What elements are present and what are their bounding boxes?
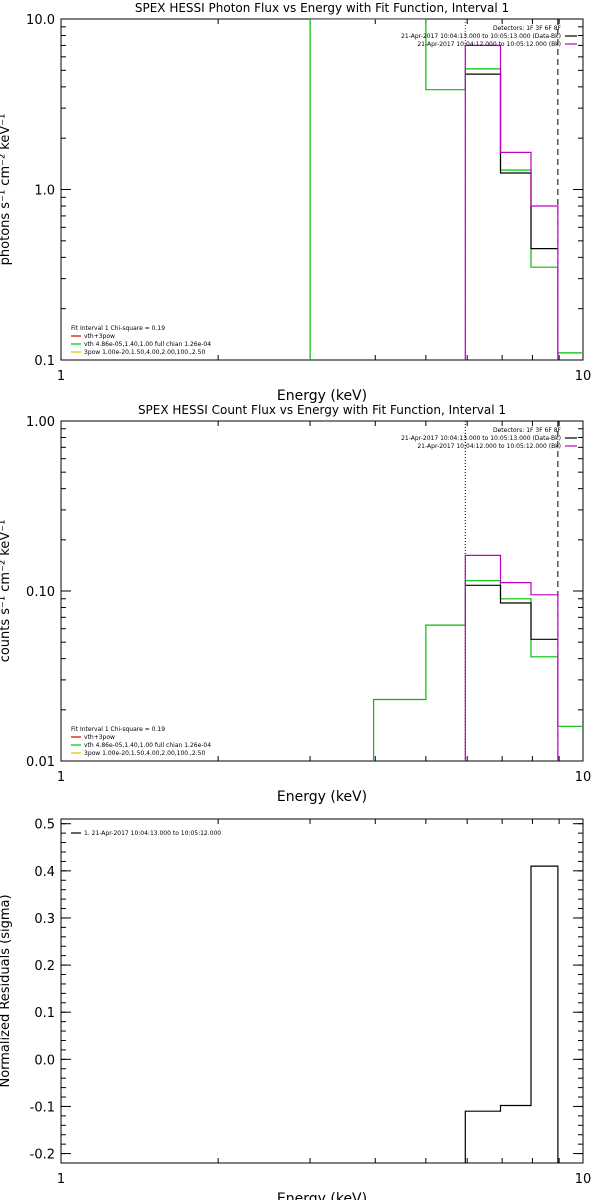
legend-entry: vth 4.86e-05,1.40,1.00 full chian 1.26e-…	[84, 742, 211, 749]
plot-frame	[60, 818, 584, 1164]
y-tick-label: 0.3	[34, 912, 55, 927]
plot-data	[309, 19, 582, 360]
legend-entry: vth 4.86e-05,1.40,1.00 full chian 1.26e-…	[84, 341, 211, 348]
x-axis-label: Energy (keV)	[277, 789, 367, 805]
y-tick-label: 0.1	[34, 354, 55, 369]
x-tick-label: 1	[57, 1172, 65, 1187]
y-tick-label: 0.0	[34, 1053, 55, 1068]
x-tick-label: 10	[575, 1172, 592, 1187]
legend-entry: Fit Interval 1 Chi-square = 0.19	[71, 726, 165, 733]
legend-entry: 21-Apr-2017 10:04:12.000 to 10:05:12.000…	[417, 443, 561, 450]
y-tick-label: 10.0	[26, 13, 55, 28]
y-tick-label: 1.0	[34, 184, 55, 199]
legend-entry: 3pow 1.00e-20,1.50,4.00,2.00,100.,2.50	[84, 349, 205, 356]
legend-entry: Fit Interval 1 Chi-square = 0.19	[71, 325, 165, 332]
y-tick-label: 0.10	[26, 585, 55, 600]
x-axis-label: Energy (keV)	[277, 1191, 367, 1200]
y-tick-label: 0.4	[34, 865, 55, 880]
x-tick-label: 10	[575, 770, 592, 785]
series-line-1	[464, 865, 559, 1163]
legend-entry: 21-Apr-2017 10:04:13.000 to 10:05:13.000…	[401, 435, 561, 442]
plot-data	[373, 421, 582, 761]
legend-entry: 21-Apr-2017 10:04:13.000 to 10:05:13.000…	[401, 33, 561, 40]
legend-entry: 3pow 1.00e-20,1.50,4.00,2.00,100.,2.50	[84, 750, 205, 757]
x-tick-label: 1	[57, 770, 65, 785]
chart-panel-3: 1 10 Energy (keV) -0.2 -0.1 0.0 0.1 0.2 0.3 0.4 0.…	[0, 818, 591, 1200]
series-line-1	[309, 19, 582, 360]
y-tick-label: 0.2	[34, 959, 55, 974]
legend-entry: vth+3pow	[84, 734, 115, 741]
chart-panel-2: SPEX HESSI Count Flux vs Energy with Fit…	[0, 403, 591, 805]
y-tick-label: -0.2	[30, 1148, 55, 1163]
legend-entry: vth+3pow	[84, 333, 115, 340]
y-tick-label: 0.5	[34, 818, 55, 833]
y-tick-label: -0.1	[30, 1100, 55, 1115]
x-tick-label: 10	[575, 369, 592, 384]
y-tick-label: 0.01	[26, 755, 55, 770]
y-axis-label: photons s⁻¹ cm⁻² keV⁻¹	[0, 114, 13, 266]
legend-entry: Detectors: 1F 3F 6F 8F	[493, 427, 562, 434]
chart-title: SPEX HESSI Count Flux vs Energy with Fit…	[138, 403, 506, 417]
y-tick-label: 0.1	[34, 1006, 55, 1021]
series-line-1	[373, 580, 582, 761]
plot-frame	[60, 420, 584, 762]
series-line-2	[465, 73, 558, 250]
x-tick-label: 1	[57, 369, 65, 384]
legend-entry: 21-Apr-2017 10:04:12.000 to 10:05:12.000…	[417, 41, 561, 48]
chart-title: SPEX HESSI Photon Flux vs Energy with Fi…	[135, 1, 509, 15]
series-line-2	[465, 584, 558, 640]
chart-panel-1: SPEX HESSI Photon Flux vs Energy with Fi…	[0, 1, 591, 404]
plot-data	[464, 865, 559, 1163]
legend-entry: Detectors: 1F 3F 6F 8F	[493, 25, 562, 32]
legend-entry: 1. 21-Apr-2017 10:04:13.000 to 10:05:12.…	[84, 830, 221, 837]
series-line-3	[464, 554, 559, 761]
plot-frame	[60, 18, 584, 361]
y-axis-label: counts s⁻¹ cm⁻² keV⁻¹	[0, 520, 13, 663]
y-tick-label: 1.00	[26, 415, 55, 430]
series-line-3	[464, 44, 559, 360]
y-axis-label: Normalized Residuals (sigma)	[0, 894, 13, 1087]
x-axis-label: Energy (keV)	[277, 388, 367, 404]
